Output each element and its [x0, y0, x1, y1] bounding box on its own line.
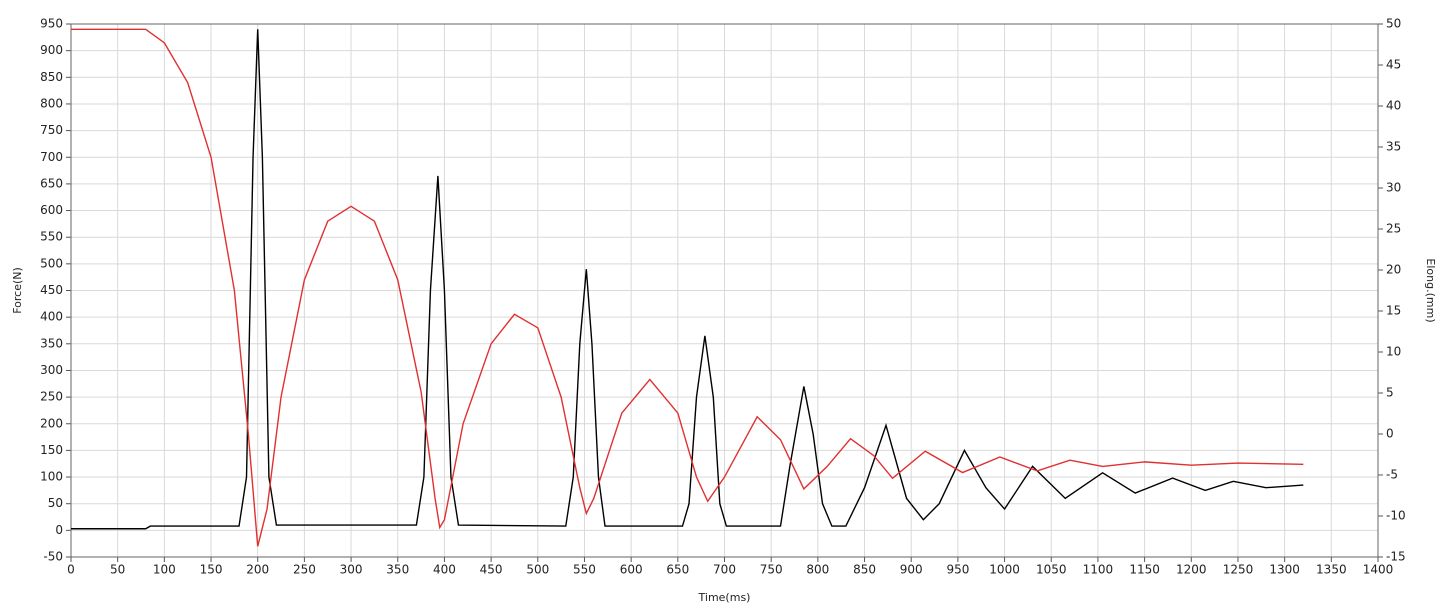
y-tick-label: 500 — [40, 256, 63, 270]
y-tick-label: 250 — [40, 390, 63, 404]
x-tick-label: 150 — [200, 563, 223, 577]
y-tick-label: 650 — [40, 176, 63, 190]
y-tick-label: 300 — [40, 363, 63, 377]
x-tick-label: 1250 — [1223, 563, 1254, 577]
x-axis-label: Time(ms) — [698, 591, 751, 604]
y-tick-label: 150 — [40, 443, 63, 457]
y2-tick-label: 5 — [1386, 386, 1394, 400]
y-axis-label: Force(N) — [11, 267, 24, 314]
x-tick-label: 550 — [573, 563, 596, 577]
y-tick-label: 50 — [48, 496, 63, 510]
data-line — [71, 28, 1304, 547]
x-tick-label: 300 — [340, 563, 363, 577]
x-tick-label: 1300 — [1269, 563, 1300, 577]
x-tick-label: 1150 — [1129, 563, 1160, 577]
y2-tick-label: 50 — [1386, 17, 1401, 31]
x-tick-label: 650 — [666, 563, 689, 577]
x-tick-label: 200 — [246, 563, 269, 577]
x-tick-label: 800 — [806, 563, 829, 577]
x-tick-label: 850 — [853, 563, 876, 577]
y-tick-label: 800 — [40, 96, 63, 110]
y-tick-label: 0 — [55, 523, 63, 537]
x-tick-label: 350 — [386, 563, 409, 577]
x-tick-label: 750 — [760, 563, 783, 577]
y-tick-label: 550 — [40, 230, 63, 244]
x-tick-label: 50 — [110, 563, 125, 577]
x-tick-label: 500 — [526, 563, 549, 577]
data-line — [71, 29, 1304, 530]
x-tick-label: 100 — [153, 563, 176, 577]
y-tick-label: 350 — [40, 336, 63, 350]
x-tick-label: 400 — [433, 563, 456, 577]
y2-tick-label: 10 — [1386, 345, 1401, 359]
y-tick-label: -50 — [43, 550, 63, 564]
y-tick-label: 900 — [40, 43, 63, 57]
y-tick-label: 950 — [40, 17, 63, 31]
y2-tick-label: 0 — [1386, 427, 1394, 441]
x-tick-label: 1000 — [989, 563, 1020, 577]
y-tick-label: 200 — [40, 416, 63, 430]
y-tick-label: 700 — [40, 150, 63, 164]
x-tick-label: 450 — [480, 563, 503, 577]
y2-tick-label: 35 — [1386, 140, 1401, 154]
x-tick-label: 600 — [620, 563, 643, 577]
x-tick-label: 1100 — [1083, 563, 1114, 577]
x-tick-label: 0 — [67, 563, 75, 577]
y2-tick-label: -15 — [1386, 550, 1406, 564]
y-tick-label: 750 — [40, 123, 63, 137]
y2-tick-label: 45 — [1386, 58, 1401, 72]
y2-tick-label: 30 — [1386, 181, 1401, 195]
y2-tick-label: 40 — [1386, 99, 1401, 113]
y2-tick-label: 20 — [1386, 263, 1401, 277]
y-tick-label: 600 — [40, 203, 63, 217]
y-tick-label: 400 — [40, 310, 63, 324]
y2-axis-label: Elong.(mm) — [1424, 258, 1437, 322]
x-tick-label: 1200 — [1176, 563, 1207, 577]
plot-frame — [70, 23, 1379, 558]
x-tick-label: 700 — [713, 563, 736, 577]
y-tick-label: 450 — [40, 283, 63, 297]
x-tick-label: 900 — [900, 563, 923, 577]
y-tick-label: 850 — [40, 70, 63, 84]
y2-tick-label: 25 — [1386, 222, 1401, 236]
x-tick-label: 1400 — [1363, 563, 1394, 577]
x-tick-label: 250 — [293, 563, 316, 577]
x-tick-label: 1050 — [1036, 563, 1067, 577]
y2-tick-label: -10 — [1386, 509, 1406, 523]
x-tick-label: 950 — [946, 563, 969, 577]
y2-tick-label: 15 — [1386, 304, 1401, 318]
x-tick-label: 1350 — [1316, 563, 1347, 577]
y-tick-label: 100 — [40, 470, 63, 484]
y2-tick-label: -5 — [1386, 468, 1398, 482]
